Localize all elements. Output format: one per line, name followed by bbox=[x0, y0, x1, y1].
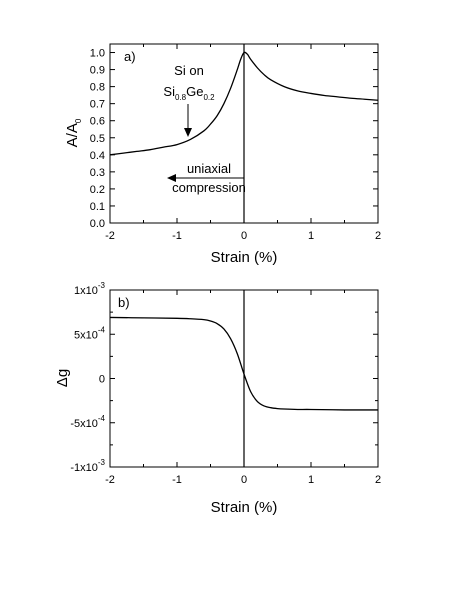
panel-a-ytick-label: 0.5 bbox=[90, 133, 105, 145]
panel-b-ytick-label: 1x10-3 bbox=[74, 281, 106, 297]
panel-a-ytick-label: 1.0 bbox=[90, 48, 105, 60]
panel-b-tag: b) bbox=[118, 295, 130, 310]
compression-arrow-head bbox=[167, 174, 176, 182]
material-arrow-head bbox=[184, 128, 192, 137]
panel-a-ytick-label: 0.9 bbox=[90, 65, 105, 77]
panel-a-tag: a) bbox=[124, 49, 136, 64]
panel-a-xtick-label: 1 bbox=[308, 230, 314, 242]
panel-a-xlabel: Strain (%) bbox=[211, 249, 278, 266]
panel-a-ytick-label: 0.0 bbox=[90, 218, 105, 230]
panel-b-ytick-label: -1x10-3 bbox=[70, 458, 105, 474]
compression-label-line2: compression bbox=[172, 180, 246, 195]
panel-b-chart: -2 -1 0 1 2 -1x10-3 -5x10-4 0 5x10-4 1x10-3 b) St… bbox=[54, 281, 381, 516]
panel-a-ytick-label: 0.1 bbox=[90, 201, 105, 213]
panel-b-ytick-label: -5x10-4 bbox=[70, 414, 105, 430]
material-label-line2: Si0.8Ge0.2 bbox=[163, 84, 215, 102]
panel-a-ytick-label: 0.2 bbox=[90, 184, 105, 196]
panel-b-xtick-label: 2 bbox=[375, 474, 381, 486]
panel-b-xlabel: Strain (%) bbox=[211, 499, 278, 516]
panel-b-xtick-label: 0 bbox=[241, 474, 247, 486]
material-si-sub: 0.8 bbox=[175, 93, 187, 102]
material-ge: Ge bbox=[186, 84, 203, 99]
panel-b-xtick-label: 1 bbox=[308, 474, 314, 486]
panel-b-ytick-label: 5x10-4 bbox=[74, 325, 106, 341]
panel-b-ticks: -2 -1 0 1 2 -1x10-3 -5x10-4 0 5x10-4 1x10-3 bbox=[70, 281, 381, 486]
panel-a-chart: -2 -1 0 1 2 0.0 0.1 0.2 0.3 0.4 0.5 0.6 0.7 0.8 0.9 1.0… bbox=[64, 43, 381, 266]
panel-a-xtick-label: 0 bbox=[241, 230, 247, 242]
panel-a-xtick-label: -2 bbox=[105, 230, 115, 242]
panel-b-xtick-label: -1 bbox=[172, 474, 182, 486]
panel-a-ylabel-main: A/A bbox=[64, 123, 81, 147]
panel-b-ytick-label: 0 bbox=[99, 374, 105, 386]
material-ge-sub: 0.2 bbox=[203, 93, 215, 102]
material-label-line1: Si on bbox=[174, 63, 204, 78]
panel-a-series-line bbox=[109, 51, 379, 156]
panel-b-xtick-label: -2 bbox=[105, 474, 115, 486]
panel-a-ylabel: A/A0 bbox=[64, 118, 83, 147]
panel-a-xtick-label: 2 bbox=[375, 230, 381, 242]
compression-label-line1: uniaxial bbox=[187, 161, 231, 176]
panel-a-ytick-label: 0.8 bbox=[90, 82, 105, 94]
panel-a-ytick-label: 0.7 bbox=[90, 99, 105, 111]
panel-a-ylabel-sub: 0 bbox=[74, 118, 83, 123]
panel-b-series-line bbox=[109, 316, 379, 411]
panel-a-ytick-label: 0.3 bbox=[90, 167, 105, 179]
panel-a-ticks: -2 -1 0 1 2 0.0 0.1 0.2 0.3 0.4 0.5 0.6 0.7 0.8 0.9 1.0 bbox=[90, 44, 381, 242]
material-si: Si bbox=[163, 84, 175, 99]
svg-text:A/A0: A/A0 bbox=[64, 118, 83, 147]
panel-b-ylabel: Δg bbox=[54, 369, 71, 387]
panel-a-ytick-label: 0.6 bbox=[90, 116, 105, 128]
panel-a-xtick-label: -1 bbox=[172, 230, 182, 242]
panel-a-ytick-label: 0.4 bbox=[90, 150, 105, 162]
